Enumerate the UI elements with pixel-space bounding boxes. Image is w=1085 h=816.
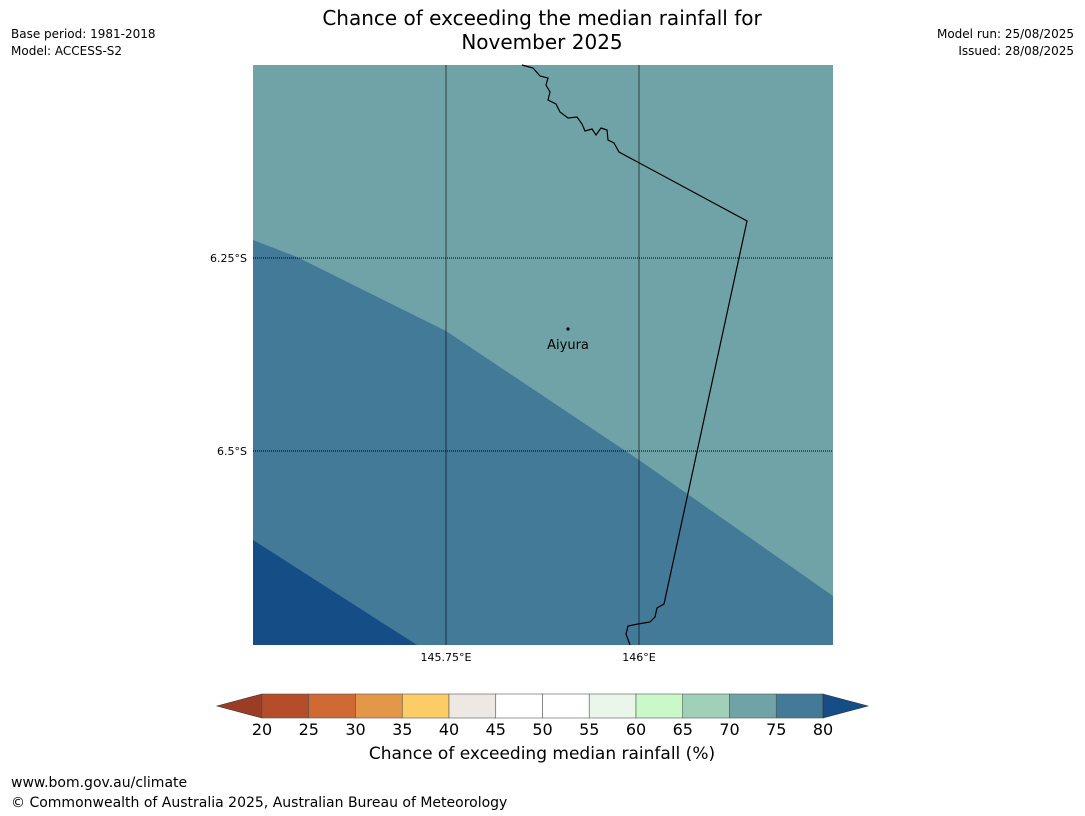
aiyura-marker [566, 327, 570, 331]
metadata-left: Base period: 1981-2018 Model: ACCESS-S2 [11, 26, 156, 60]
region-75-80 [253, 240, 833, 645]
colorbar-tick-label: 40 [439, 720, 459, 739]
metadata-right: Model run: 25/08/2025 Issued: 28/08/2025 [937, 26, 1074, 60]
colorbar-cell [729, 693, 777, 719]
lat-label-6-5: 6.5°S [217, 445, 247, 458]
colorbar-over-arrow [822, 693, 870, 719]
aiyura-label: Aiyura [547, 338, 589, 353]
lat-label-6-25: 6.25°S [210, 252, 247, 265]
colorbar-tick-label: 55 [579, 720, 599, 739]
colorbar-ticks: 20 25 30 35 40 45 50 55 60 65 70 75 80 [252, 720, 833, 739]
title-line-1: Chance of exceeding the median rainfall … [322, 6, 762, 30]
colorbar-tick-label: 75 [766, 720, 786, 739]
colorbar-tick-label: 80 [813, 720, 833, 739]
colorbar-cell [448, 693, 497, 719]
base-period-text: Base period: 1981-2018 [11, 27, 156, 41]
colorbar-cell [355, 693, 403, 719]
colorbar-cell [495, 693, 543, 719]
colorbar: 20 25 30 35 40 45 50 55 60 65 70 75 80 [215, 693, 870, 739]
colorbar-cell [682, 693, 730, 719]
issued-text: Issued: 28/08/2025 [958, 44, 1074, 58]
colorbar-title: Chance of exceeding median rainfall (%) [368, 744, 716, 764]
colorbar-cells [261, 693, 824, 719]
colorbar-tick-label: 25 [299, 720, 319, 739]
colorbar-tick-label: 45 [486, 720, 506, 739]
colorbar-tick-label: 20 [252, 720, 272, 739]
colorbar-tick-label: 60 [626, 720, 646, 739]
colorbar-tick-label: 30 [345, 720, 365, 739]
region-above-80 [253, 540, 417, 645]
colorbar-cell [588, 693, 637, 719]
footer-copyright: © Commonwealth of Australia 2025, Austra… [11, 795, 508, 811]
colorbar-under-arrow [215, 693, 263, 719]
colorbar-tick-label: 70 [719, 720, 739, 739]
footer-url: www.bom.gov.au/climate [11, 775, 188, 791]
lon-label-145-75: 145.75°E [421, 651, 472, 664]
colorbar-tick-label: 35 [392, 720, 412, 739]
map-title: Chance of exceeding the median rainfall … [242, 6, 842, 54]
colorbar-cell [308, 693, 356, 719]
colorbar-tick-label: 50 [532, 720, 552, 739]
colorbar-cell [401, 693, 450, 719]
province-border [521, 64, 748, 646]
colorbar-cell [775, 693, 824, 719]
colorbar-cell [635, 693, 684, 719]
colorbar-cell [261, 693, 310, 719]
model-text: Model: ACCESS-S2 [11, 44, 123, 58]
colorbar-tick-label: 65 [673, 720, 693, 739]
title-line-2: November 2025 [461, 30, 623, 54]
model-run-text: Model run: 25/08/2025 [936, 27, 1074, 41]
map-plot-area: Aiyura 6.25°S 6.5°S 145.75°E 146°E [210, 64, 833, 664]
lon-label-146: 146°E [622, 651, 655, 664]
colorbar-cell [542, 693, 590, 719]
